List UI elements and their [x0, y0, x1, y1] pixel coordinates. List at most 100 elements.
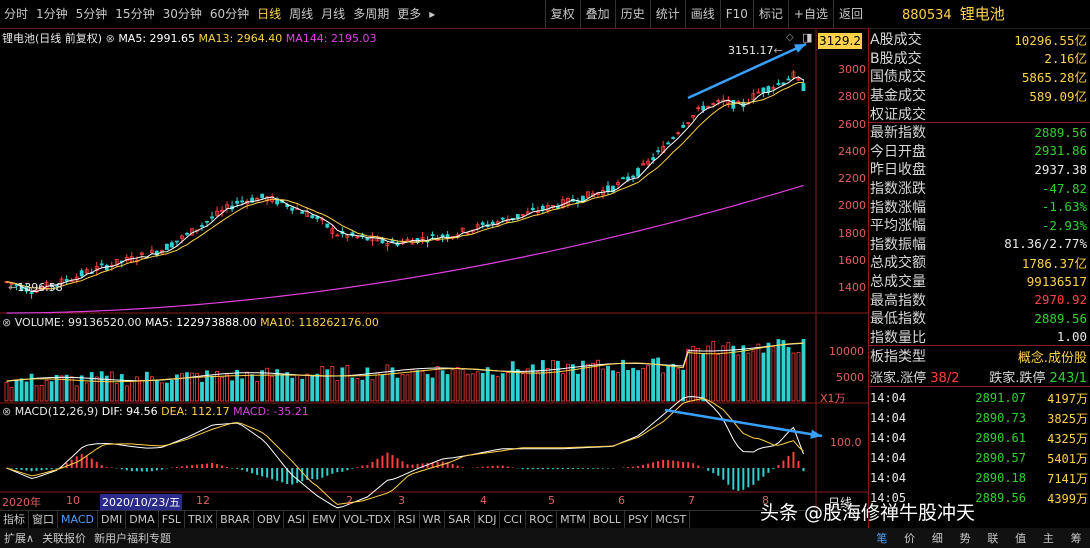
volume-bar	[405, 374, 410, 402]
side-row-value: 81.36/2.77%	[1004, 236, 1087, 252]
tab-60min[interactable]: 60分钟	[209, 7, 250, 21]
detail-tab[interactable]: 筹	[1070, 532, 1082, 545]
tick-volume: 4399万	[1047, 491, 1088, 506]
indicator-tab-wr[interactable]: WR	[420, 511, 446, 529]
panel-toggle-icon[interactable]: ◨	[802, 31, 813, 44]
indicator-tab-sar[interactable]: SAR	[445, 511, 475, 529]
new-user-benefit-link[interactable]: 新用户福利专题	[94, 532, 172, 545]
indicator-tab-kdj[interactable]: KDJ	[475, 511, 501, 529]
side-row-value: 2970.92	[1034, 292, 1087, 308]
volume-bar	[335, 380, 340, 402]
volume-bar	[44, 379, 49, 402]
diamond-icon[interactable]: ◇	[786, 32, 794, 43]
detail-tab[interactable]: 主	[1042, 532, 1054, 545]
stats-button[interactable]: 统计	[649, 0, 685, 28]
tick-row: 14:04 2890.18 7141万	[868, 468, 1090, 488]
candle-body	[796, 77, 801, 81]
adjust-button[interactable]: 复权	[544, 0, 580, 28]
volume-bar	[490, 374, 495, 402]
detail-tab[interactable]: 笔	[876, 532, 888, 545]
side-row: 指数涨跌 -47.82	[868, 179, 1090, 198]
f10-button[interactable]: F10	[719, 0, 753, 28]
detail-tab[interactable]: 细	[931, 532, 943, 545]
indicator-tab-psy[interactable]: PSY	[625, 511, 653, 529]
tab-multi-period[interactable]: 多周期	[353, 7, 390, 21]
back-button[interactable]: 返回	[832, 0, 868, 28]
indicator-tab-roc[interactable]: ROC	[526, 511, 558, 529]
low-marker: ←1396.58	[8, 281, 63, 294]
indicator-tab-emv[interactable]: EMV	[309, 511, 341, 529]
volume-bar	[225, 374, 229, 402]
volume-bar	[726, 342, 731, 402]
candle-body	[99, 263, 104, 266]
indicator-tab-brar[interactable]: BRAR	[217, 511, 255, 529]
volume-bar	[345, 365, 350, 402]
macd-settings-icon[interactable]: ⊗	[2, 405, 12, 418]
side-row: 最新指数 2889.56	[868, 123, 1090, 142]
side-row-value: -47.82	[1041, 180, 1087, 196]
indicator-tab-cci[interactable]: CCI	[500, 511, 527, 529]
tab-daily[interactable]: 日线	[257, 7, 282, 21]
detail-tab[interactable]: 值	[1015, 532, 1027, 545]
tick-volume: 5401万	[1047, 451, 1088, 466]
price-tick: 2400	[838, 144, 866, 158]
detail-tab[interactable]: 价	[904, 532, 916, 545]
side-row-value: 99136517	[1026, 273, 1087, 289]
overlay-button[interactable]: 叠加	[579, 0, 615, 28]
indicator-tab-dma[interactable]: DMA	[126, 511, 159, 529]
indicator-tab-mcst[interactable]: MCST	[652, 511, 691, 529]
candle-body	[611, 185, 615, 193]
tick-volume: 7141万	[1047, 471, 1088, 486]
settings-icon[interactable]: ⊗	[105, 32, 115, 45]
side-row-value: 5865.28亿	[1021, 69, 1087, 85]
kline-chart[interactable]	[0, 28, 868, 510]
volume-settings-icon[interactable]: ⊗	[2, 316, 12, 329]
indicator-tab-vol-tdx[interactable]: VOL-TDX	[340, 511, 395, 529]
add-watchlist-button[interactable]: +自选	[787, 0, 833, 28]
indicator-tab-macd[interactable]: MACD	[58, 511, 98, 529]
volume-bar	[796, 351, 801, 402]
indicator-tab-rsi[interactable]: RSI	[395, 511, 420, 529]
tab-15min[interactable]: 15分钟	[115, 7, 155, 21]
indicator-tab-mtm[interactable]: MTM	[557, 511, 590, 529]
candle-body	[310, 215, 315, 219]
tab-5min[interactable]: 5分钟	[75, 7, 108, 21]
history-button[interactable]: 历史	[614, 0, 650, 28]
volume-bar	[706, 345, 711, 402]
volume-bar	[736, 354, 741, 402]
candle-body	[621, 177, 625, 180]
indicator-tab-obv[interactable]: OBV	[254, 511, 285, 529]
more-dropdown-icon[interactable]: ▸	[429, 7, 436, 21]
expand-button[interactable]: 扩展∧	[4, 532, 35, 545]
indicator-tabs: 指标 窗口 MACD DMI DMA FSL TRIX BRAR OBV ASI EMV VOL-TD…	[0, 510, 868, 529]
indicator-tab-asi[interactable]: ASI	[284, 511, 310, 529]
detail-tab[interactable]: 势	[959, 532, 971, 545]
tab-weekly[interactable]: 周线	[289, 7, 314, 21]
tab-more[interactable]: 更多	[397, 7, 422, 21]
tab-30min[interactable]: 30分钟	[162, 7, 202, 21]
volume-bar	[255, 381, 260, 402]
volume-bar	[485, 367, 490, 402]
side-row-label: 最低指数	[870, 311, 926, 328]
mark-button[interactable]: 标记	[752, 0, 788, 28]
volume-bar	[210, 375, 214, 402]
draw-line-button[interactable]: 画线	[684, 0, 720, 28]
indicator-tab-trix[interactable]: TRIX	[185, 511, 218, 529]
candle-body	[265, 196, 270, 202]
tab-monthly[interactable]: 月线	[321, 7, 346, 21]
indicator-tab-dmi[interactable]: DMI	[98, 511, 127, 529]
candle-body	[290, 207, 295, 211]
indicator-tab-窗口[interactable]: 窗口	[29, 511, 58, 529]
volume-bar	[781, 340, 786, 402]
volume-bar	[791, 352, 796, 402]
tab-1min[interactable]: 1分钟	[36, 7, 68, 21]
volume-bar	[340, 367, 345, 402]
detail-tab[interactable]: 联	[987, 532, 999, 545]
indicator-tab-boll[interactable]: BOLL	[590, 511, 626, 529]
volume-bar	[761, 352, 766, 402]
side-row-label: 总成交量	[870, 274, 926, 291]
tab-fenshi[interactable]: 分时	[4, 7, 29, 21]
indicator-tab-fsl[interactable]: FSL	[159, 511, 185, 529]
indicator-tab-指标[interactable]: 指标	[0, 511, 29, 529]
related-quote-button[interactable]: 关联报价	[42, 532, 87, 545]
